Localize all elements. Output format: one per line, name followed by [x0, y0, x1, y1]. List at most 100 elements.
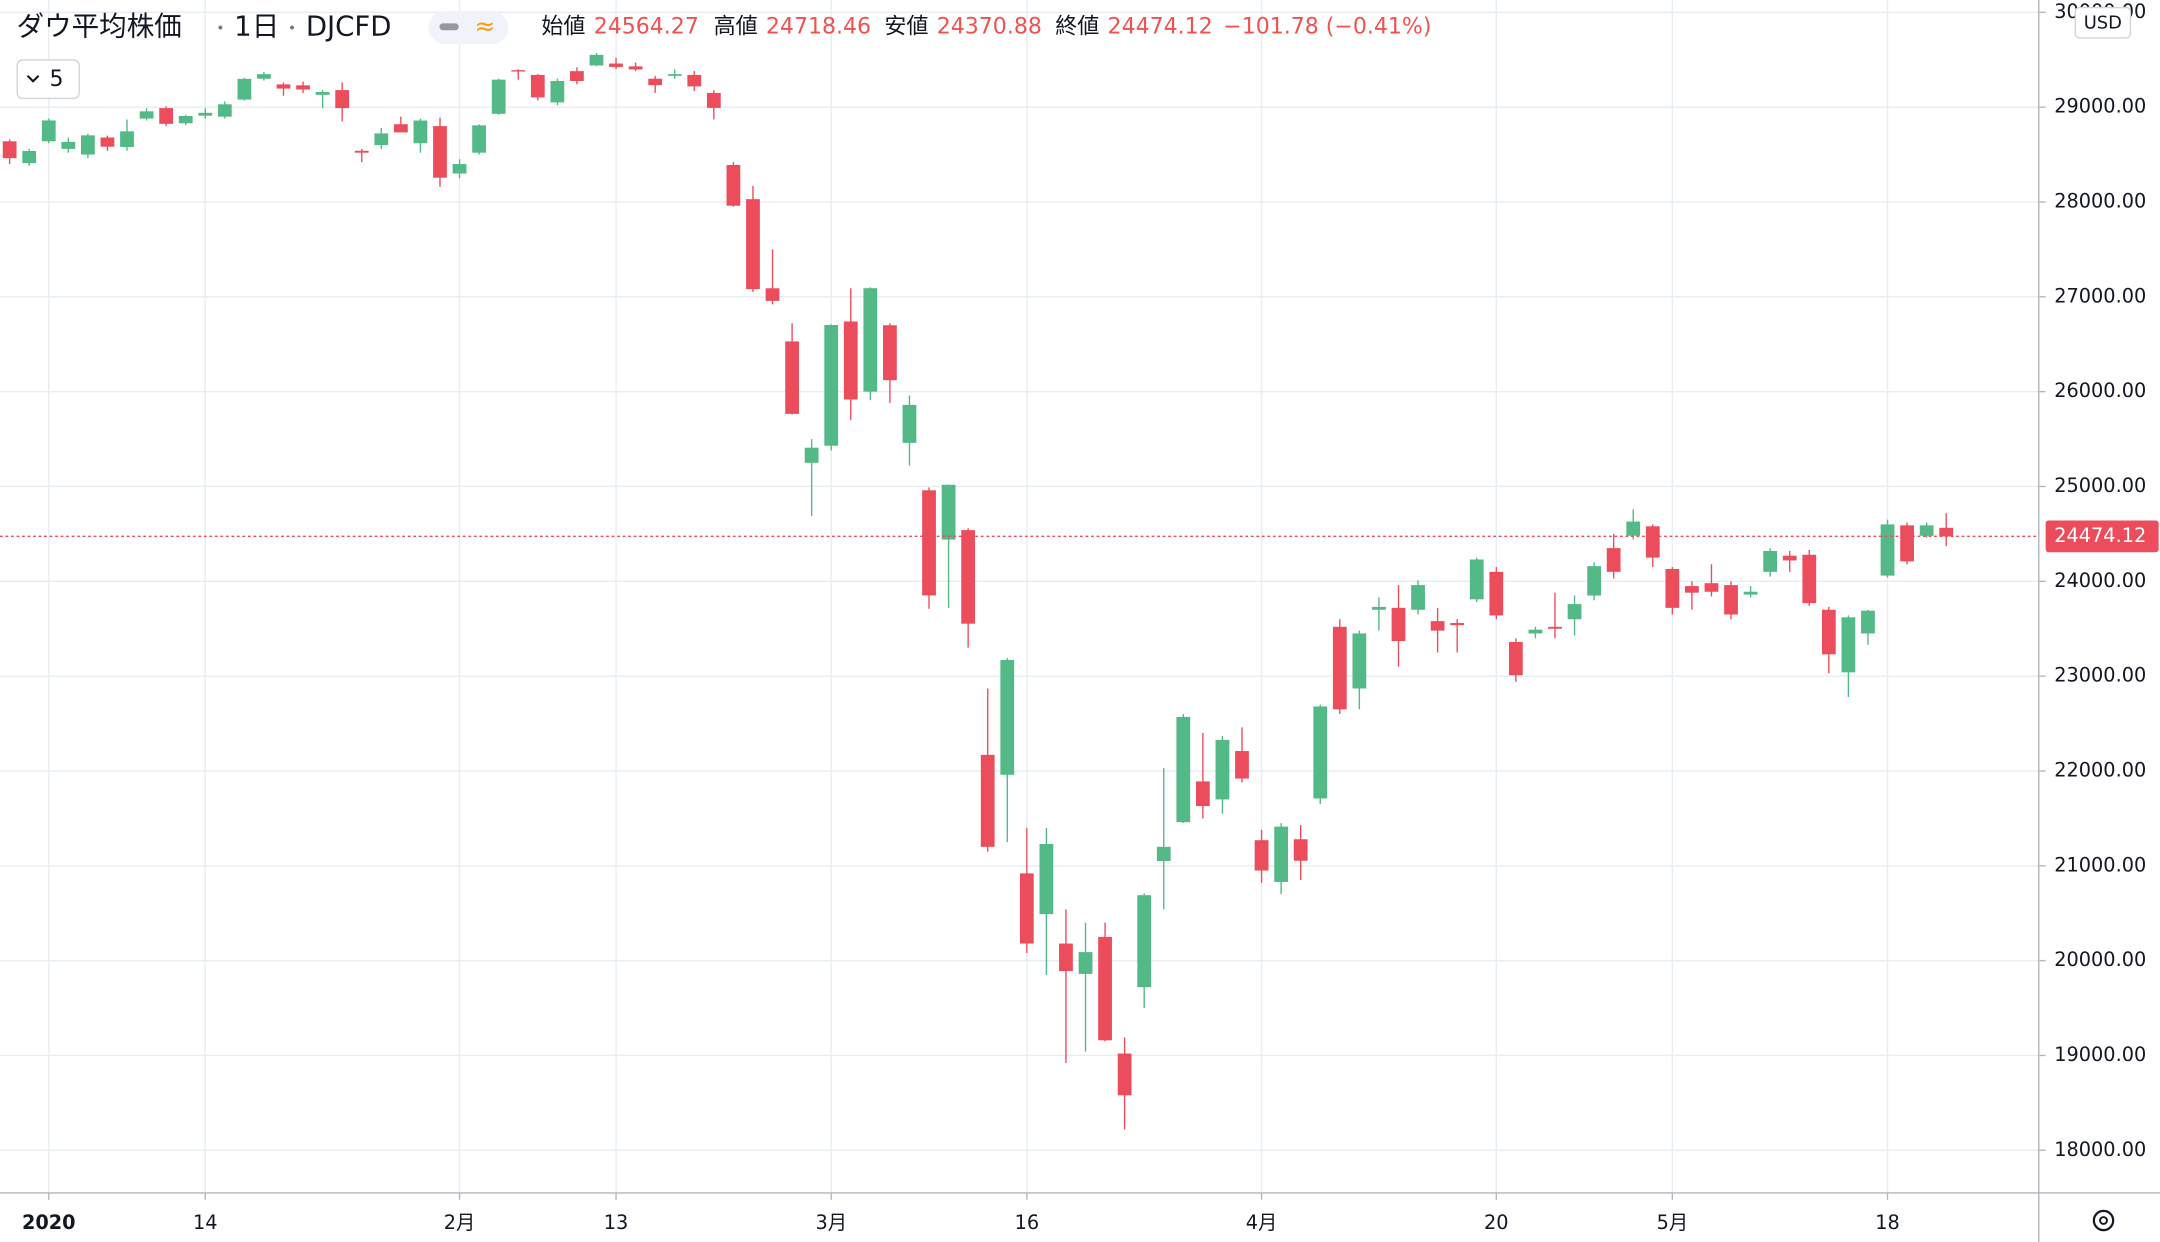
x-tick-label: 2020 — [22, 1211, 76, 1234]
candle-body — [883, 325, 897, 381]
candle-body — [843, 321, 858, 400]
status-dash — [439, 23, 459, 31]
candle-body — [589, 54, 604, 66]
candle-body — [1450, 623, 1465, 626]
candle-body — [1430, 621, 1445, 631]
candle-body — [1939, 527, 1954, 537]
ohlc-label: 高値 — [714, 15, 758, 40]
candle-body — [1000, 660, 1015, 775]
gear-hub — [2099, 1216, 2108, 1225]
candle-body — [433, 126, 447, 178]
y-tick-label: 21000.00 — [2054, 853, 2146, 876]
ohlc-value: 24564.27 — [594, 15, 699, 40]
candle-body — [22, 150, 37, 164]
candle-body — [1411, 585, 1425, 610]
candle-body — [1352, 633, 1367, 689]
candle-body — [159, 108, 174, 124]
x-tick-label: 16 — [1015, 1211, 1040, 1234]
candle-body — [746, 199, 760, 290]
candle-body — [1724, 585, 1738, 615]
candle-body — [198, 112, 213, 116]
candle-body — [237, 78, 252, 100]
symbol: DJCFD — [306, 11, 392, 43]
candle-body — [120, 131, 134, 147]
candle-body — [1626, 521, 1641, 536]
candle-body — [1156, 846, 1171, 862]
candle-body — [1548, 626, 1562, 629]
price-tag — [2045, 520, 2159, 553]
candle-body — [1645, 526, 1660, 558]
currency-badge[interactable] — [2074, 6, 2132, 39]
candle-body — [550, 80, 565, 103]
indicator-box[interactable] — [16, 59, 80, 100]
candle-body — [706, 92, 721, 108]
y-tick-label: 26000.00 — [2054, 379, 2146, 402]
separator — [289, 25, 295, 30]
candle-body — [41, 120, 56, 142]
candle-body — [1274, 826, 1289, 882]
candle-body — [804, 447, 819, 463]
x-tick-label: 18 — [1875, 1211, 1900, 1234]
candle-body — [1704, 583, 1719, 592]
currency: USD — [2084, 12, 2122, 33]
y-tick-label: 24000.00 — [2054, 569, 2146, 592]
candle-body — [1528, 629, 1543, 634]
candle-body — [2, 141, 17, 159]
candle-body — [296, 85, 310, 90]
ohlc-value: 24718.46 — [766, 15, 871, 40]
candle-body — [1782, 555, 1797, 561]
change: −101.78 (−0.41%) — [1223, 15, 1431, 40]
candle-body — [824, 324, 839, 446]
y-tick-label: 25000.00 — [2054, 474, 2146, 497]
candle-body — [648, 78, 663, 86]
candle-body — [491, 79, 506, 114]
candle-body — [628, 66, 643, 70]
y-tick-label: 28000.00 — [2054, 189, 2146, 212]
candles — [2, 53, 1954, 1130]
candle-body — [1469, 559, 1484, 600]
candle-body — [217, 104, 232, 117]
candle-body — [452, 164, 467, 174]
candle-body — [1078, 952, 1093, 974]
x-tick-label: 4月 — [1246, 1211, 1278, 1234]
candle-body — [1880, 524, 1895, 576]
y-tick-label: 19000.00 — [2054, 1043, 2146, 1066]
candle-body — [863, 288, 878, 392]
x-tick-label: 20 — [1484, 1211, 1509, 1234]
candle-body — [1059, 943, 1073, 972]
y-tick-label: 20000.00 — [2054, 948, 2146, 971]
candle-body — [1665, 568, 1680, 608]
candle-body — [1685, 586, 1699, 593]
x-tick-label: 2月 — [444, 1211, 476, 1234]
settings-icon[interactable] — [2092, 1209, 2115, 1232]
status-icon: ≈ — [475, 12, 496, 41]
candle-body — [1176, 716, 1191, 823]
candle-body — [393, 124, 408, 133]
candle-body — [1254, 840, 1269, 871]
y-tick-label: 29000.00 — [2054, 95, 2146, 118]
candle-body — [667, 74, 682, 76]
y-tick-label: 27000.00 — [2054, 284, 2146, 307]
candle-body — [1215, 739, 1230, 800]
x-tick-label: 13 — [604, 1211, 629, 1234]
gear — [2092, 1209, 2115, 1232]
candle-body — [687, 74, 702, 87]
ohlc-value: 24474.12 — [1108, 15, 1213, 40]
candle-body — [1567, 604, 1582, 620]
candle-body — [1508, 641, 1523, 676]
candle-body — [785, 341, 799, 414]
candle-body — [1332, 626, 1347, 710]
candle-body — [100, 137, 115, 147]
candle-body — [1763, 550, 1778, 572]
candle-body — [1313, 706, 1328, 799]
candle-body — [413, 120, 428, 144]
candle-body — [765, 288, 780, 301]
candle-body — [1489, 571, 1504, 616]
candle-body — [1235, 751, 1249, 779]
candle-body — [961, 530, 976, 624]
interval[interactable]: 1日 — [234, 11, 279, 43]
candle-body — [530, 74, 545, 98]
